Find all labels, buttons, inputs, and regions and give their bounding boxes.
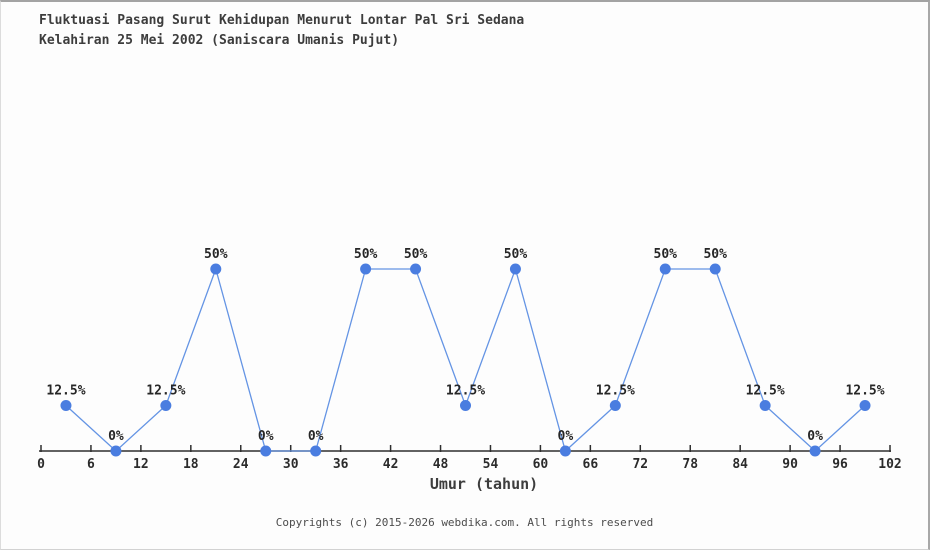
x-tick-label: 66: [583, 457, 599, 472]
data-point-marker: [160, 400, 172, 411]
data-point-label: 12.5%: [46, 384, 85, 399]
data-point-label: 12.5%: [596, 384, 635, 399]
data-point-label: 0%: [807, 429, 823, 444]
data-point-label: 12.5%: [746, 384, 785, 399]
data-point-label: 50%: [703, 247, 727, 262]
data-point-marker: [360, 263, 372, 275]
x-tick-label: 30: [283, 457, 299, 472]
x-tick-label: 6: [87, 457, 95, 472]
chart-title: Fluktuasi Pasang Surut Kehidupan Menurut…: [39, 11, 524, 51]
data-point-label: 0%: [558, 429, 574, 444]
x-tick-label: 24: [233, 457, 249, 472]
x-tick-label: 72: [632, 457, 648, 472]
x-tick-label: 84: [732, 457, 748, 472]
data-point-marker: [709, 263, 721, 275]
x-tick-label: 18: [183, 457, 199, 472]
x-tick-label: 78: [682, 457, 698, 472]
data-point-marker: [210, 263, 222, 275]
x-tick-label: 96: [832, 457, 848, 472]
data-point-marker: [410, 263, 422, 275]
data-point-label: 12.5%: [845, 384, 884, 399]
data-point-marker: [110, 445, 122, 457]
data-point-marker: [809, 445, 821, 457]
data-point-label: 0%: [308, 429, 324, 444]
chart-title-line2: Kelahiran 25 Mei 2002 (Saniscara Umanis …: [39, 33, 400, 48]
x-tick-label: 0: [37, 457, 45, 472]
chart-title-line1: Fluktuasi Pasang Surut Kehidupan Menurut…: [39, 13, 525, 28]
x-tick-label: 48: [433, 457, 449, 472]
x-tick-label: 42: [383, 457, 399, 472]
data-point-label: 50%: [204, 247, 228, 262]
data-point-label: 50%: [354, 247, 378, 262]
x-tick-label: 102: [878, 457, 901, 472]
data-point-marker: [509, 263, 521, 275]
x-tick-label: 12: [133, 457, 149, 472]
data-point-label: 0%: [258, 429, 274, 444]
x-tick-label: 36: [333, 457, 349, 472]
data-point-marker: [659, 263, 671, 275]
data-point-label: 50%: [504, 247, 528, 262]
data-point-marker: [559, 445, 571, 457]
data-point-label: 50%: [404, 247, 428, 262]
data-point-marker: [260, 445, 272, 457]
copyright-text: Copyrights (c) 2015-2026 webdika.com. Al…: [275, 516, 654, 529]
data-point-marker: [310, 445, 322, 457]
data-point-label: 12.5%: [446, 384, 485, 399]
x-tick-label: 60: [533, 457, 549, 472]
x-tick-label: 54: [483, 457, 499, 472]
data-point-label: 50%: [654, 247, 678, 262]
data-point-marker: [609, 400, 621, 411]
x-axis-title: Umur (tahun): [429, 475, 539, 493]
data-point-label: 0%: [108, 429, 124, 444]
series-line: [65, 266, 866, 453]
data-point-marker: [60, 400, 72, 411]
data-point-marker: [759, 400, 771, 411]
data-point-marker: [859, 400, 871, 411]
data-point-label: 12.5%: [146, 384, 185, 399]
x-tick-label: 90: [782, 457, 798, 472]
data-point-marker: [460, 400, 471, 411]
